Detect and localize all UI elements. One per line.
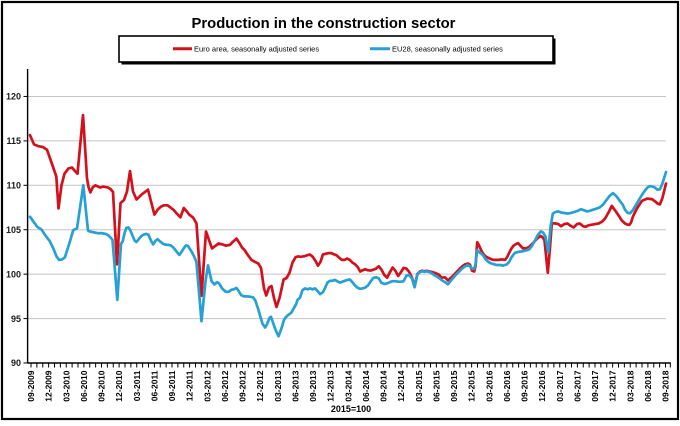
svg-text:06-2012: 06-2012 — [220, 370, 230, 401]
svg-text:06-2017: 06-2017 — [572, 370, 582, 401]
svg-text:06-2014: 06-2014 — [361, 370, 371, 401]
svg-text:06-2016: 06-2016 — [502, 370, 512, 401]
svg-text:12-2016: 12-2016 — [537, 370, 547, 401]
svg-text:12-2017: 12-2017 — [608, 370, 618, 401]
svg-text:03-2016: 03-2016 — [484, 370, 494, 401]
svg-text:03-2018: 03-2018 — [625, 370, 635, 401]
svg-text:09-2018: 09-2018 — [661, 370, 671, 401]
svg-text:12-2011: 12-2011 — [185, 370, 195, 401]
svg-text:95: 95 — [11, 314, 21, 324]
svg-text:105: 105 — [6, 225, 21, 235]
svg-text:09-2015: 09-2015 — [449, 370, 459, 401]
svg-text:09-2010: 09-2010 — [97, 370, 107, 401]
svg-text:09-2017: 09-2017 — [590, 370, 600, 401]
svg-text:12-2009: 12-2009 — [44, 370, 54, 401]
svg-text:2015=100: 2015=100 — [331, 404, 371, 414]
svg-text:03-2012: 03-2012 — [202, 370, 212, 401]
svg-text:03-2013: 03-2013 — [273, 370, 283, 401]
svg-text:12-2012: 12-2012 — [255, 370, 265, 401]
svg-text:12-2010: 12-2010 — [114, 370, 124, 401]
svg-text:03-2014: 03-2014 — [343, 370, 353, 401]
svg-text:100: 100 — [6, 269, 21, 279]
svg-text:06-2013: 06-2013 — [290, 370, 300, 401]
svg-text:12-2015: 12-2015 — [467, 370, 477, 401]
svg-text:09-2012: 09-2012 — [238, 370, 248, 401]
svg-text:03-2017: 03-2017 — [555, 370, 565, 401]
svg-text:12-2014: 12-2014 — [396, 370, 406, 401]
svg-text:120: 120 — [6, 92, 21, 102]
svg-text:90: 90 — [11, 358, 21, 368]
svg-text:09-2016: 09-2016 — [520, 370, 530, 401]
svg-text:115: 115 — [6, 136, 21, 146]
svg-text:03-2011: 03-2011 — [132, 370, 142, 401]
svg-text:06-2011: 06-2011 — [149, 370, 159, 401]
svg-text:EU28, seasonally adjusted seri: EU28, seasonally adjusted series — [392, 45, 503, 54]
svg-text:09-2009: 09-2009 — [26, 370, 36, 401]
svg-text:03-2015: 03-2015 — [414, 370, 424, 401]
svg-text:09-2011: 09-2011 — [167, 370, 177, 401]
svg-text:06-2018: 06-2018 — [643, 370, 653, 401]
svg-text:09-2013: 09-2013 — [308, 370, 318, 401]
svg-text:Euro area, seasonally adjusted: Euro area, seasonally adjusted series — [194, 45, 319, 54]
svg-text:Production in the construction: Production in the construction sector — [192, 16, 456, 32]
svg-text:110: 110 — [6, 181, 21, 191]
svg-text:09-2014: 09-2014 — [379, 370, 389, 401]
svg-text:12-2013: 12-2013 — [326, 370, 336, 401]
svg-text:06-2010: 06-2010 — [79, 370, 89, 401]
svg-text:06-2015: 06-2015 — [431, 370, 441, 401]
svg-text:03-2010: 03-2010 — [61, 370, 71, 401]
